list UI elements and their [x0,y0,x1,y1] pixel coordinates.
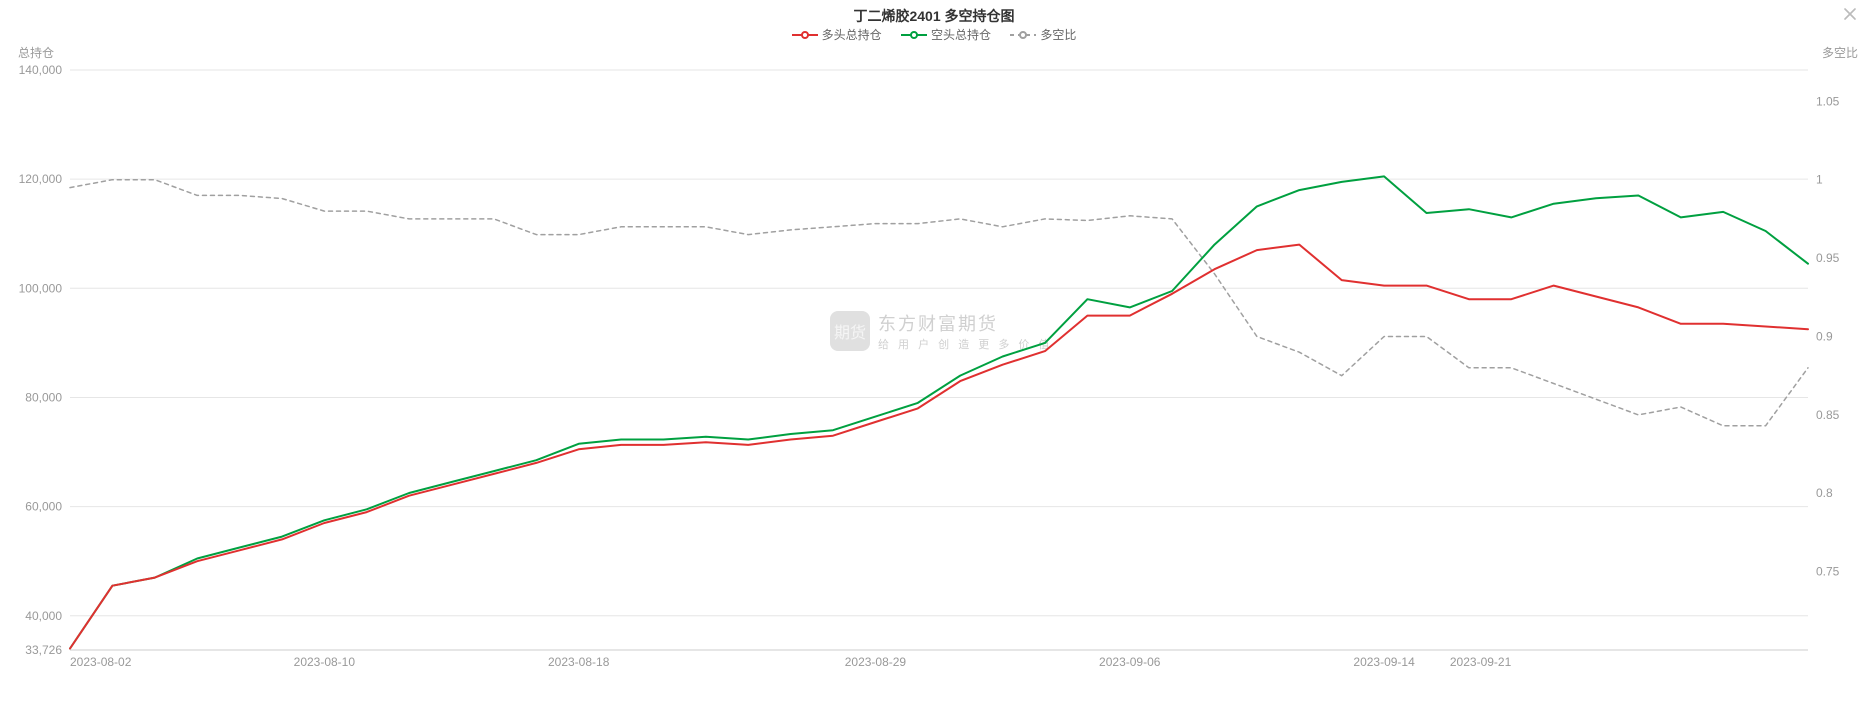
svg-text:80,000: 80,000 [25,390,62,404]
svg-text:2023-08-02: 2023-08-02 [70,655,132,669]
svg-text:0.9: 0.9 [1816,329,1833,343]
svg-text:40,000: 40,000 [25,609,62,623]
svg-text:100,000: 100,000 [19,281,63,295]
svg-text:2023-08-29: 2023-08-29 [845,655,907,669]
chart-plot-area: 33,726 40,000 60,000 80,000 100,000 120,000 14… [0,0,1868,712]
svg-text:2023-08-10: 2023-08-10 [294,655,356,669]
svg-text:1: 1 [1816,173,1823,187]
svg-text:120,000: 120,000 [19,172,63,186]
svg-text:2023-09-06: 2023-09-06 [1099,655,1161,669]
svg-text:0.75: 0.75 [1816,565,1840,579]
svg-text:0.8: 0.8 [1816,486,1833,500]
svg-text:2023-09-21: 2023-09-21 [1450,655,1512,669]
svg-text:33,726: 33,726 [25,643,62,657]
svg-text:0.85: 0.85 [1816,408,1840,422]
svg-text:2023-08-18: 2023-08-18 [548,655,610,669]
svg-text:140,000: 140,000 [19,63,63,77]
svg-text:2023-09-14: 2023-09-14 [1353,655,1415,669]
svg-text:1.05: 1.05 [1816,94,1840,108]
svg-text:0.95: 0.95 [1816,251,1840,265]
chart-container: 丁二烯胶2401 多空持仓图 多头总持仓 空头总持仓 多空比 总持仓 多空比 期… [0,0,1868,712]
svg-text:60,000: 60,000 [25,500,62,514]
